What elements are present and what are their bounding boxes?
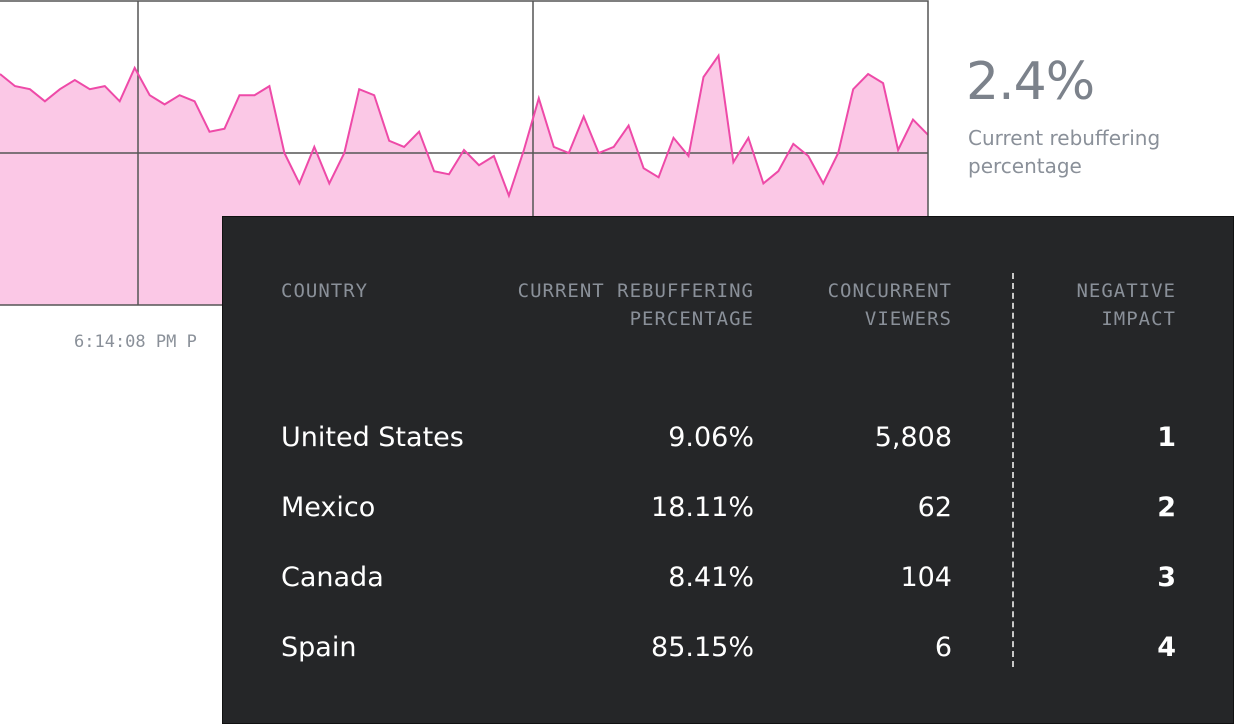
- stat-label: Current rebuffering percentage: [968, 126, 1161, 178]
- cell-value: 2: [1157, 492, 1176, 523]
- cell-value: 1: [1157, 422, 1176, 453]
- column-header: COUNTRY: [281, 280, 369, 302]
- country: Spain: [281, 632, 357, 663]
- cell-value: 62: [917, 492, 952, 523]
- country-table: COUNTRY CURRENT REBUFFERING PERCENTAGE CON…: [222, 216, 1234, 724]
- cell-value: 85.15%: [651, 632, 754, 663]
- cell-value: 6: [934, 632, 952, 663]
- country: Canada: [281, 562, 384, 593]
- cell-value: 3: [1157, 562, 1176, 593]
- cell-value: 8.41%: [668, 562, 754, 593]
- cell-value: 18.11%: [651, 492, 754, 523]
- divider: [1012, 273, 1014, 667]
- cell-value: 5,808: [874, 422, 952, 453]
- cell-value: 4: [1157, 632, 1176, 663]
- cell-value: 9.06%: [668, 422, 754, 453]
- time-label: 6:14:08 PM P: [74, 332, 197, 352]
- cell-value: 104: [900, 562, 952, 593]
- country: United States: [281, 422, 464, 453]
- line: [0, 53, 929, 199]
- column-header: NEGATIVE IMPACT: [1076, 280, 1176, 330]
- country: Mexico: [281, 492, 376, 523]
- column-header: CONCURRENT VIEWERS: [827, 280, 952, 330]
- column-header: CURRENT REBUFFERING PERCENTAGE: [517, 280, 754, 330]
- stat-value: 2.4%: [966, 52, 1095, 112]
